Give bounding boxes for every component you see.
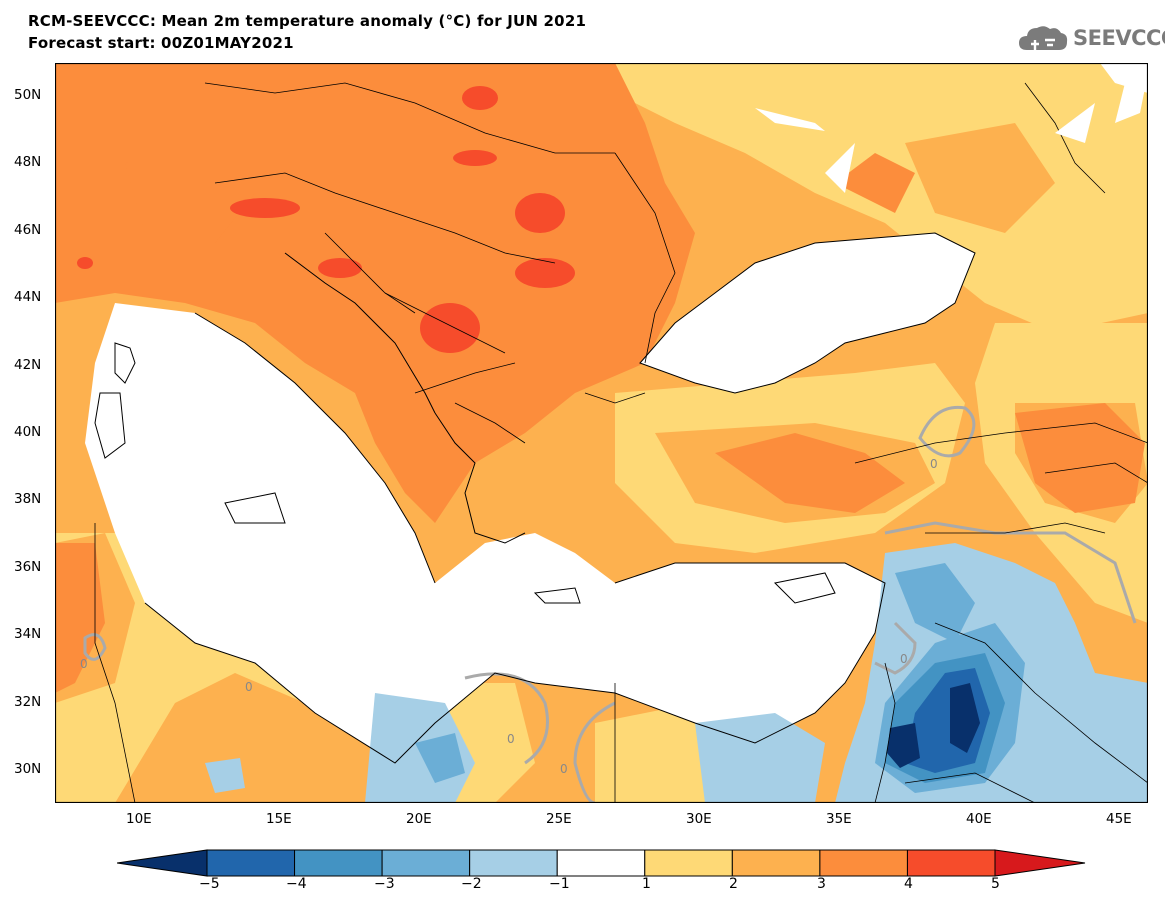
lat-label: 48N (14, 154, 42, 170)
colorbar-bin (556, 849, 646, 877)
lat-label: 46N (14, 222, 42, 238)
colorbar-tick-label: −4 (286, 876, 307, 892)
coastlines (94, 232, 976, 764)
colorbar-bin (994, 849, 1086, 877)
sea-areas (85, 63, 1148, 763)
colorbar-bin (294, 849, 383, 877)
colorbar-tick-label: −5 (199, 876, 220, 892)
water-features (755, 73, 1148, 193)
lat-label: 30N (14, 761, 42, 777)
lon-label: 25E (546, 811, 572, 827)
lat-label: 50N (14, 87, 42, 103)
lon-label: 20E (406, 811, 432, 827)
logo-text: SEEVCCC (1073, 26, 1165, 50)
anomaly-negative-zones (205, 543, 1148, 803)
lon-label: 45E (1106, 811, 1132, 827)
colorbar-tick-label: 3 (817, 876, 826, 892)
colorbar-bin (381, 849, 471, 877)
anomaly-map: 0 0 0 0 0 0 (55, 63, 1148, 803)
colorbar-bin (206, 849, 296, 877)
contour-label: 0 (560, 762, 568, 776)
contour-labels: 0 0 0 0 0 0 (80, 457, 938, 776)
forecast-start-subtitle: Forecast start: 00Z01MAY2021 (28, 34, 294, 52)
lon-label: 30E (686, 811, 712, 827)
colorbar-bin (469, 849, 558, 877)
lat-label: 34N (14, 626, 42, 642)
colorbar-tick-label: −3 (374, 876, 395, 892)
seevccc-logo: SEEVCCC (1017, 22, 1165, 54)
lat-label: 32N (14, 694, 42, 710)
colorbar-tick-label: −2 (461, 876, 482, 892)
colorbar-bin (116, 849, 208, 877)
anomaly-zone-4-5 (77, 86, 575, 353)
colorbar-tick-label: 4 (904, 876, 913, 892)
lat-label: 36N (14, 559, 42, 575)
lat-label: 44N (14, 289, 42, 305)
colorbar-bin (819, 849, 908, 877)
colorbar-bin (906, 849, 996, 877)
lon-label: 35E (826, 811, 852, 827)
country-borders (94, 82, 1148, 803)
zero-contours (83, 405, 1137, 803)
lon-label: 40E (966, 811, 992, 827)
lon-label: 10E (126, 811, 152, 827)
lat-label: 40N (14, 424, 42, 440)
colorbar-tick-label: 1 (642, 876, 651, 892)
lat-label: 42N (14, 357, 42, 373)
colorbar-tick-label: −1 (549, 876, 570, 892)
map-border (55, 63, 1148, 803)
contour-label: 0 (900, 652, 908, 666)
contour-label: 0 (507, 732, 515, 746)
map-title: RCM-SEEVCCC: Mean 2m temperature anomaly… (28, 12, 587, 30)
colorbar-tick-label: 5 (991, 876, 1000, 892)
colorbar-bin (731, 849, 821, 877)
contour-label: 0 (930, 457, 938, 471)
cloud-icon (1019, 26, 1068, 50)
lon-label: 15E (266, 811, 292, 827)
contour-label: 0 (245, 680, 253, 694)
anomaly-zone-3-4 (55, 63, 1145, 693)
lat-label: 38N (14, 491, 42, 507)
colorbar (116, 849, 1087, 881)
contour-label: 0 (80, 657, 88, 671)
colorbar-tick-label: 2 (729, 876, 738, 892)
colorbar-bin (644, 849, 733, 877)
